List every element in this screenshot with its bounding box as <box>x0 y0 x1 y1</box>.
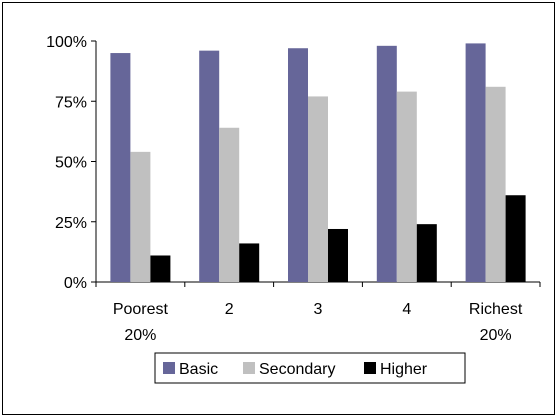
bar-secondary <box>396 91 417 282</box>
legend-swatch-basic <box>163 362 175 374</box>
legend: Basic Secondary Higher <box>154 352 466 384</box>
legend-label-higher: Higher <box>380 361 428 378</box>
bar-basic <box>465 43 486 282</box>
legend-box <box>154 352 466 384</box>
legend-label-basic: Basic <box>179 361 218 378</box>
legend-swatch-higher <box>364 362 376 374</box>
bar-higher <box>505 195 526 282</box>
y-axis-ticks: 0% 25% 50% 75% 100% <box>46 34 96 292</box>
chart-frame <box>2 2 555 415</box>
bar-basic <box>199 50 220 282</box>
bar-secondary <box>485 86 506 282</box>
bar-secondary <box>219 127 240 282</box>
bar-secondary <box>308 96 328 283</box>
x-tick-label: 20% <box>480 327 512 344</box>
y-tick-label: 75% <box>55 94 87 111</box>
legend-swatch-secondary <box>243 362 255 374</box>
y-tick-label: 50% <box>55 155 87 172</box>
x-tick-label: 2 <box>225 301 234 318</box>
legend-label-secondary: Secondary <box>259 361 336 378</box>
bar-basic <box>288 48 308 283</box>
bar-secondary <box>130 151 151 282</box>
y-tick-label: 25% <box>55 215 87 232</box>
bar-series <box>110 43 526 283</box>
x-tick-label: 20% <box>124 327 156 344</box>
bar-basic <box>110 53 131 282</box>
bar-basic <box>376 45 397 282</box>
y-tick-label: 100% <box>46 34 87 51</box>
bar-higher <box>328 228 348 282</box>
bar-higher <box>416 224 437 282</box>
x-tick-label: 3 <box>314 301 323 318</box>
bar-higher <box>239 243 260 282</box>
bar-higher <box>150 255 171 282</box>
x-tick-label: Richest <box>469 301 523 318</box>
x-axis-ticks: Poorest 20% 2 3 4 Richest 20% <box>95 282 541 344</box>
y-tick-label: 0% <box>64 275 87 292</box>
x-tick-label: Poorest <box>113 301 169 318</box>
x-tick-label: 4 <box>402 301 411 318</box>
